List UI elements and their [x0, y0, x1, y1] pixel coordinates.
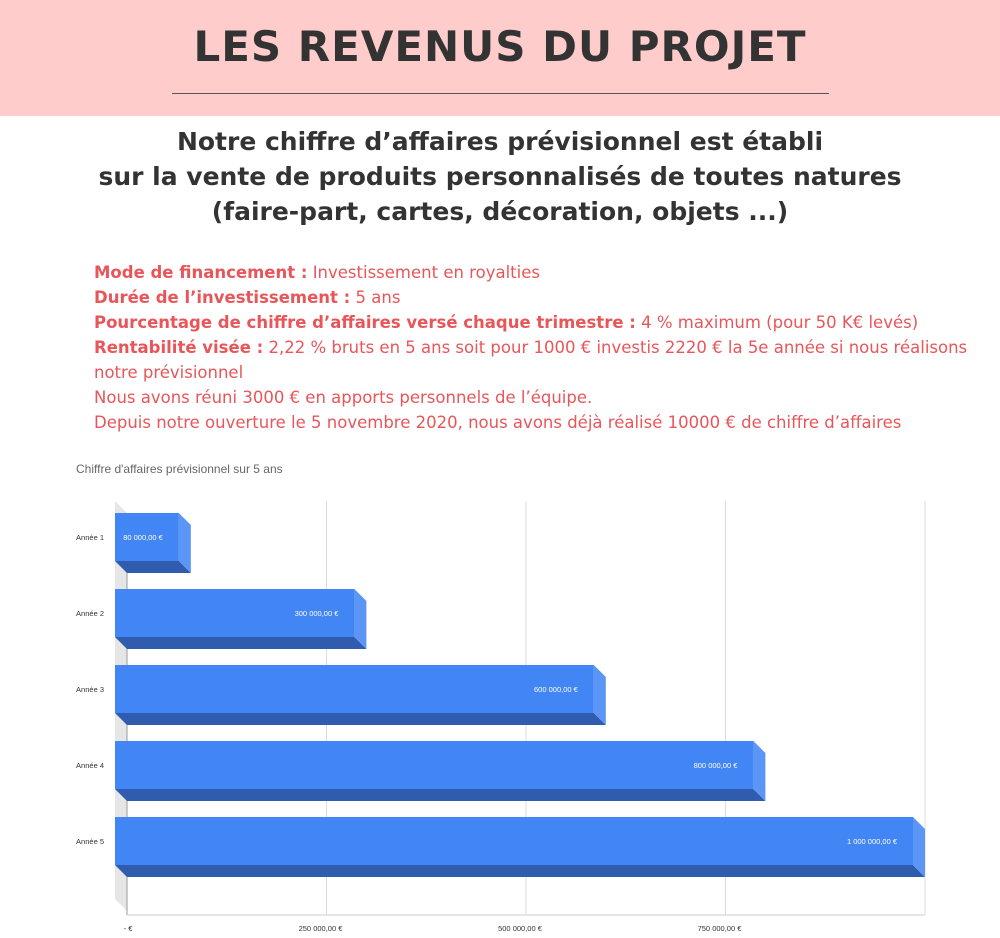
intro-line-2: sur la vente de produits personnalisés d… [98, 162, 902, 191]
bar-value-label: 300 000,00 € [295, 609, 340, 618]
category-label: Année 3 [76, 685, 104, 694]
pourcentage-value: 4 % maximum (pour 50 K€ levés) [641, 313, 919, 332]
category-label: Année 5 [76, 837, 104, 846]
title-divider [172, 93, 829, 94]
bar-2: 300 000,00 € [115, 589, 367, 649]
financement-line: Mode de financement : Investissement en … [94, 260, 974, 285]
bar-front-face [115, 741, 754, 789]
bar-front-face [115, 817, 913, 865]
pourcentage-label: Pourcentage de chiffre d’affaires versé … [94, 313, 636, 332]
rentabilite-line: Rentabilité visée : 2,22 % bruts en 5 an… [94, 335, 974, 360]
revenue-bar-chart: - € 250 000,00 € 500 000,00 € 750 000,00 € 8… [76, 501, 926, 933]
bar-5: 1 000 000,00 € [115, 817, 925, 877]
duree-value: 5 ans [355, 288, 401, 307]
bar-front-face [115, 589, 355, 637]
bar-bottom-face [115, 713, 606, 725]
pourcentage-line: Pourcentage de chiffre d’affaires versé … [94, 310, 974, 335]
bar-bottom-face [115, 789, 766, 801]
bar-front-face [115, 513, 179, 561]
bar-3: 600 000,00 € [115, 665, 606, 725]
bar-front-face [115, 665, 594, 713]
rentabilite-label: Rentabilité visée : [94, 338, 264, 357]
bar-bottom-face [115, 637, 367, 649]
bar-value-label: 800 000,00 € [694, 761, 739, 770]
intro-line-1: Notre chiffre d’affaires prévisionnel es… [176, 127, 824, 156]
x-tick-label: 250 000,00 € [299, 924, 344, 933]
category-label: Année 1 [76, 533, 104, 542]
bar-1: 80 000,00 € [115, 513, 191, 573]
bar-side-face [753, 741, 766, 801]
bar-side-face [354, 589, 367, 649]
x-tick-label: 750 000,00 € [698, 924, 743, 933]
intro-line-3: (faire-part, cartes, décoration, objets … [211, 197, 789, 226]
chart-title: Chiffre d'affaires prévisionnel sur 5 an… [76, 462, 283, 476]
bar-value-label: 1 000 000,00 € [847, 837, 898, 846]
bar-side-face [913, 817, 925, 877]
x-tick-label: - € [124, 924, 134, 933]
header-banner: LES REVENUS DU PROJET [0, 0, 1000, 116]
intro-text: Notre chiffre d’affaires prévisionnel es… [0, 124, 1000, 229]
category-label: Année 4 [76, 761, 104, 770]
apports-line: Nous avons réuni 3000 € en apports perso… [94, 388, 593, 407]
bar-4: 800 000,00 € [115, 741, 766, 801]
financement-value: Investissement en royalties [312, 263, 540, 282]
duree-line: Durée de l’investissement : 5 ans [94, 285, 974, 310]
bar-value-label: 600 000,00 € [534, 685, 579, 694]
bar-side-face [593, 665, 606, 725]
bar-value-label: 80 000,00 € [123, 533, 163, 542]
bar-bottom-face [115, 865, 925, 877]
financement-label: Mode de financement : [94, 263, 308, 282]
x-tick-label: 500 000,00 € [498, 924, 543, 933]
category-label: Année 2 [76, 609, 104, 618]
rentabilite-value: 2,22 % bruts en 5 ans soit pour 1000 € i… [268, 338, 968, 357]
rentabilite-line-cont: notre prévisionnel [94, 363, 244, 382]
duree-label: Durée de l’investissement : [94, 288, 351, 307]
investment-details: Mode de financement : Investissement en … [94, 260, 974, 435]
bar-side-face [178, 513, 191, 573]
ouverture-line: Depuis notre ouverture le 5 novembre 202… [94, 413, 902, 432]
page-title: LES REVENUS DU PROJET [193, 22, 807, 71]
bar-bottom-face [115, 561, 191, 573]
